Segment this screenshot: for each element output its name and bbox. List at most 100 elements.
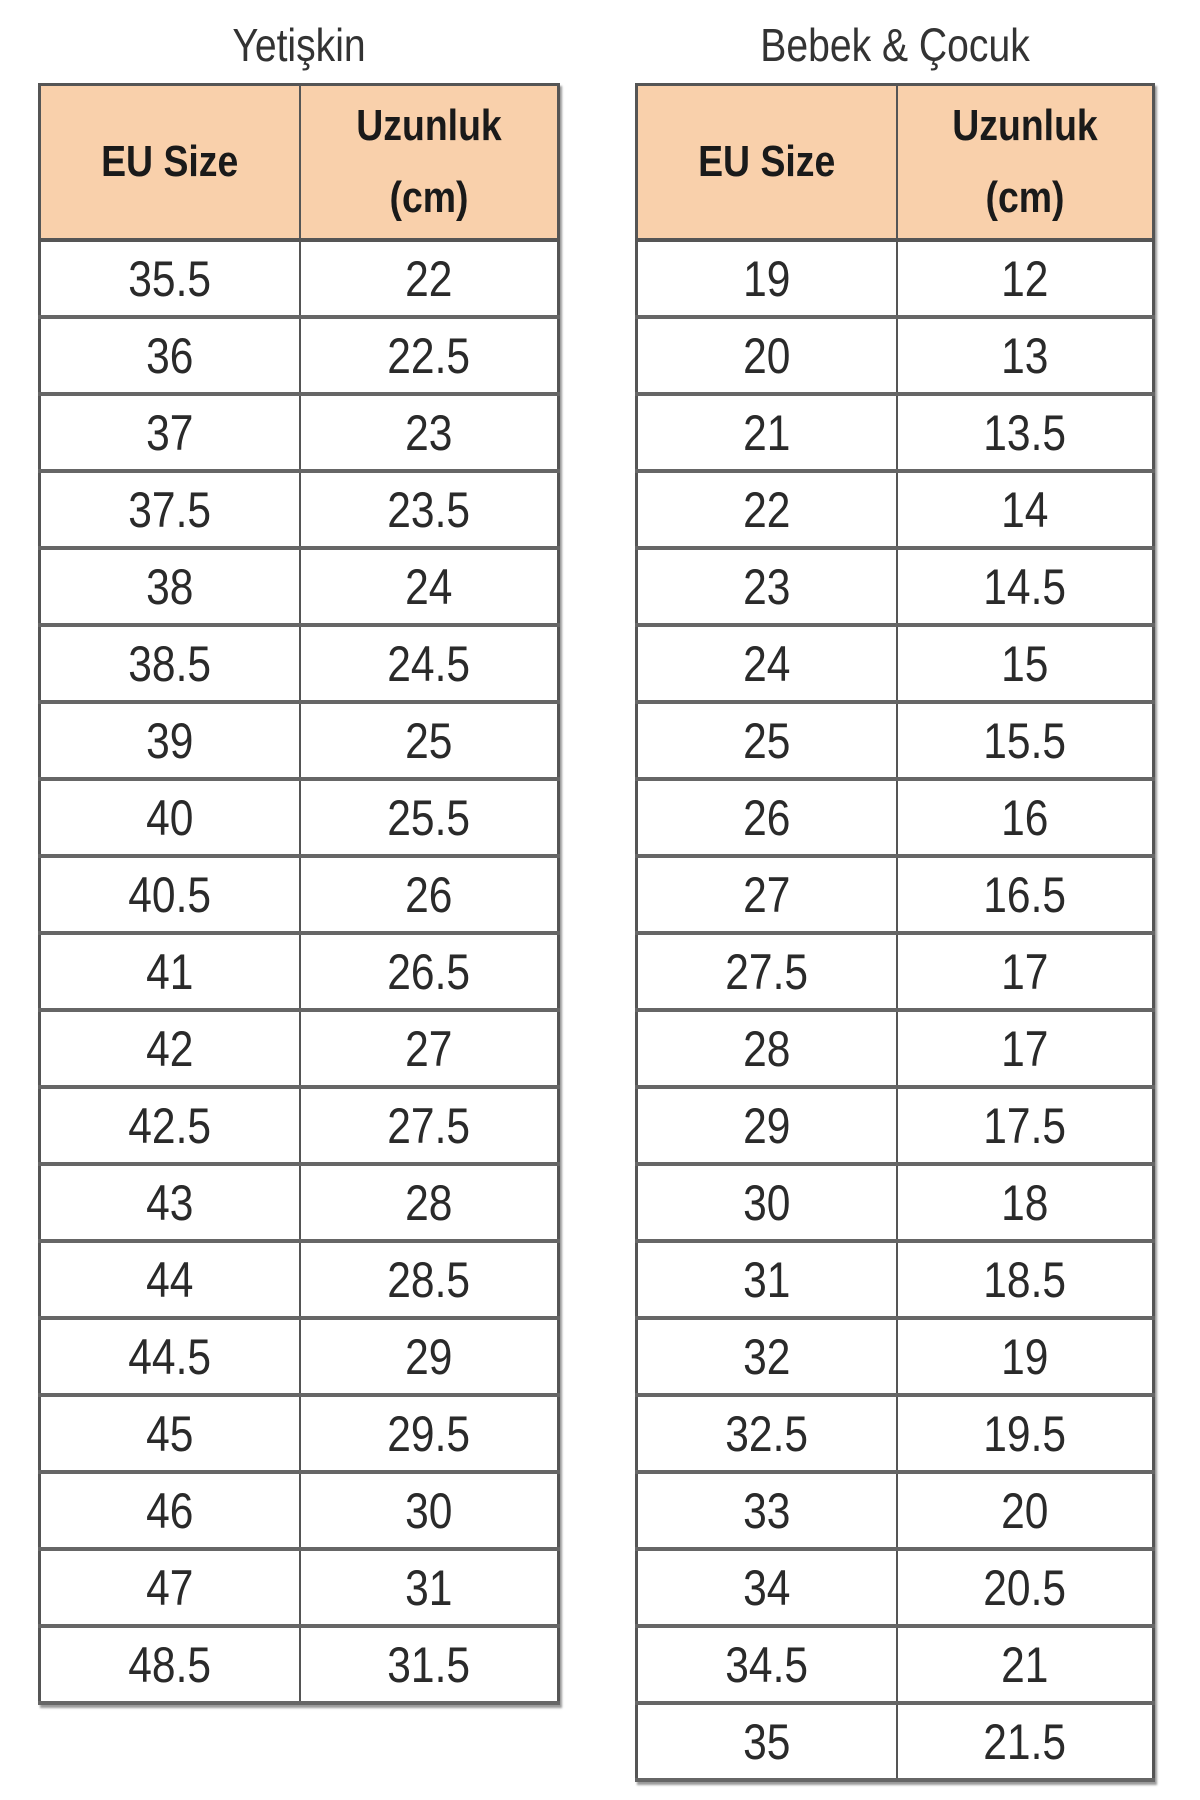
length-cell: 19.5	[896, 1394, 1155, 1474]
table-row: 46 30	[38, 1471, 560, 1551]
eu-size-cell: 21	[635, 393, 898, 473]
table-row: 34 20.5	[635, 1548, 1155, 1628]
length-cell: 18	[896, 1163, 1155, 1243]
table-row: 32.5 19.5	[635, 1394, 1155, 1474]
eu-size-cell: 46	[38, 1471, 301, 1551]
length-cell: 31.5	[299, 1625, 560, 1705]
table-row: 41 26.5	[38, 932, 560, 1012]
length-cell: 17	[896, 932, 1155, 1012]
length-cell: 13.5	[896, 393, 1155, 473]
length-cell: 21	[896, 1625, 1155, 1705]
eu-size-cell: 28	[635, 1009, 898, 1089]
eu-size-cell: 43	[38, 1163, 301, 1243]
length-cell: 25	[299, 701, 560, 781]
eu-size-cell: 34.5	[635, 1625, 898, 1705]
kids-size-table: EU Size Uzunluk (cm) 19 12 20 13 21 13.5 22 14 2…	[635, 83, 1155, 1782]
eu-size-cell: 42	[38, 1009, 301, 1089]
table-row: 29 17.5	[635, 1086, 1155, 1166]
table-row: 37 23	[38, 393, 560, 473]
eu-size-cell: 38.5	[38, 624, 301, 704]
eu-size-cell: 32.5	[635, 1394, 898, 1474]
length-cell: 17.5	[896, 1086, 1155, 1166]
length-cell: 12	[896, 239, 1155, 319]
table-row: 21 13.5	[635, 393, 1155, 473]
length-cell: 20.5	[896, 1548, 1155, 1628]
table-row: 24 15	[635, 624, 1155, 704]
length-cell: 24.5	[299, 624, 560, 704]
length-cell: 15	[896, 624, 1155, 704]
length-cell: 23.5	[299, 470, 560, 550]
eu-size-cell: 41	[38, 932, 301, 1012]
table-row: 25 15.5	[635, 701, 1155, 781]
length-cell: 18.5	[896, 1240, 1155, 1320]
table-row: 44.5 29	[38, 1317, 560, 1397]
eu-size-cell: 22	[635, 470, 898, 550]
eu-size-cell: 44	[38, 1240, 301, 1320]
length-cell: 16.5	[896, 855, 1155, 935]
eu-size-cell: 42.5	[38, 1086, 301, 1166]
length-cell: 28	[299, 1163, 560, 1243]
eu-size-cell: 36	[38, 316, 301, 396]
adult-title: Yetişkin	[232, 19, 366, 71]
eu-size-cell: 20	[635, 316, 898, 396]
length-cell: 27.5	[299, 1086, 560, 1166]
eu-size-cell: 29	[635, 1086, 898, 1166]
eu-size-cell: 34	[635, 1548, 898, 1628]
table-row: 32 19	[635, 1317, 1155, 1397]
table-row: 19 12	[635, 239, 1155, 319]
table-row: 42 27	[38, 1009, 560, 1089]
length-cell: 17	[896, 1009, 1155, 1089]
eu-size-cell: 38	[38, 547, 301, 627]
length-cell: 26	[299, 855, 560, 935]
eu-size-cell: 33	[635, 1471, 898, 1551]
adult-size-table: EU Size Uzunluk (cm) 35.5 22 36 22.5 37 23 37.…	[38, 83, 560, 1705]
table-row: 47 31	[38, 1548, 560, 1628]
length-cell: 26.5	[299, 932, 560, 1012]
eu-size-cell: 40.5	[38, 855, 301, 935]
eu-size-cell: 27	[635, 855, 898, 935]
length-cell: 28.5	[299, 1240, 560, 1320]
table-row: 40 25.5	[38, 778, 560, 858]
eu-size-cell: 45	[38, 1394, 301, 1474]
length-cell: 27	[299, 1009, 560, 1089]
header-eu-size: EU Size	[635, 83, 898, 242]
table-row: 31 18.5	[635, 1240, 1155, 1320]
eu-size-cell: 44.5	[38, 1317, 301, 1397]
length-cell: 23	[299, 393, 560, 473]
table-row: 27.5 17	[635, 932, 1155, 1012]
table-row: 48.5 31.5	[38, 1625, 560, 1705]
table-row: 30 18	[635, 1163, 1155, 1243]
table-row: 42.5 27.5	[38, 1086, 560, 1166]
eu-size-cell: 40	[38, 778, 301, 858]
length-cell: 22.5	[299, 316, 560, 396]
header-length: Uzunluk (cm)	[896, 83, 1155, 242]
eu-size-cell: 48.5	[38, 1625, 301, 1705]
length-cell: 31	[299, 1548, 560, 1628]
table-row: 35.5 22	[38, 239, 560, 319]
table-row: 44 28.5	[38, 1240, 560, 1320]
table-row: 38.5 24.5	[38, 624, 560, 704]
table-row: 27 16.5	[635, 855, 1155, 935]
eu-size-cell: 25	[635, 701, 898, 781]
table-row: 45 29.5	[38, 1394, 560, 1474]
length-cell: 13	[896, 316, 1155, 396]
length-cell: 29.5	[299, 1394, 560, 1474]
eu-size-cell: 26	[635, 778, 898, 858]
eu-size-cell: 23	[635, 547, 898, 627]
eu-size-cell: 47	[38, 1548, 301, 1628]
length-cell: 19	[896, 1317, 1155, 1397]
length-cell: 20	[896, 1471, 1155, 1551]
table-row: 23 14.5	[635, 547, 1155, 627]
table-row: 39 25	[38, 701, 560, 781]
eu-size-cell: 30	[635, 1163, 898, 1243]
length-cell: 21.5	[896, 1702, 1155, 1782]
table-row: 28 17	[635, 1009, 1155, 1089]
length-cell: 14	[896, 470, 1155, 550]
header-eu-size: EU Size	[38, 83, 301, 242]
eu-size-cell: 37.5	[38, 470, 301, 550]
eu-size-cell: 32	[635, 1317, 898, 1397]
table-row: 43 28	[38, 1163, 560, 1243]
table-row: 37.5 23.5	[38, 470, 560, 550]
table-row: 22 14	[635, 470, 1155, 550]
length-cell: 30	[299, 1471, 560, 1551]
